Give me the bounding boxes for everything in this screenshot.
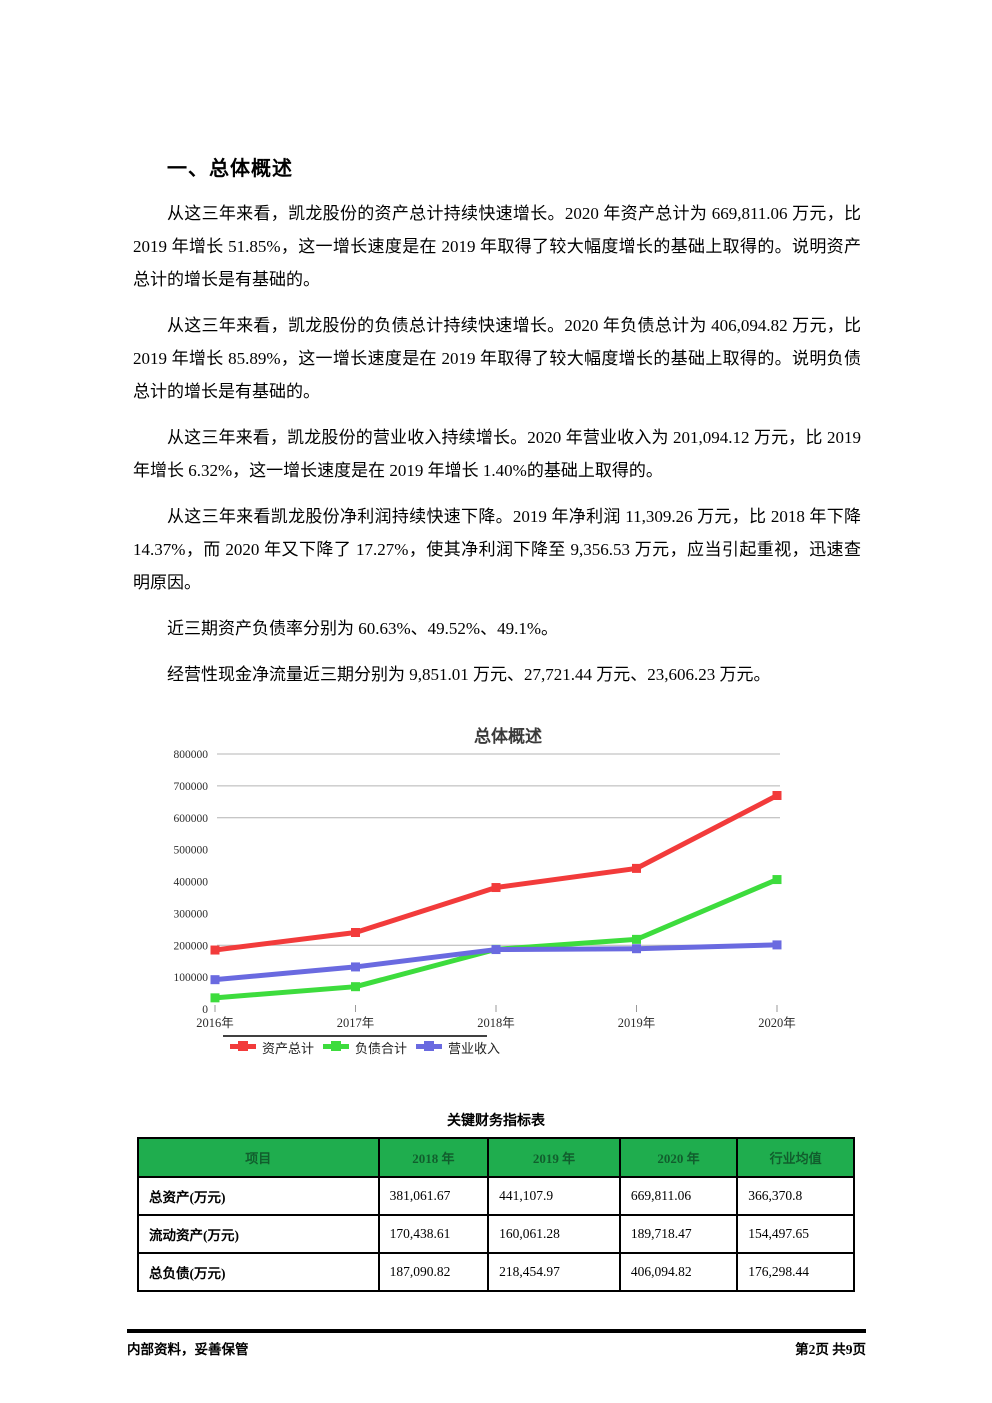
paragraph-assets: 从这三年来看，凯龙股份的资产总计持续快速增长。2020 年资产总计为 669,8… [133, 204, 861, 289]
chart-title: 总体概述 [474, 726, 542, 746]
series-marker [632, 863, 641, 873]
section-heading: 一、总体概述 [167, 158, 293, 180]
table-cell: 218,454.97 [487, 1252, 621, 1292]
series-marker [632, 944, 641, 954]
series-marker [491, 945, 501, 955]
table-cell: 381,061.67 [377, 1176, 490, 1216]
series-marker [210, 945, 220, 955]
series-marker [351, 982, 360, 992]
x-tick-label: 2017年 [337, 1016, 375, 1030]
row-label: 总资产(万元) [137, 1176, 380, 1216]
table-cell: 154,497.65 [736, 1214, 855, 1254]
y-tick-label: 800000 [174, 749, 209, 761]
page-footer: 内部资料，妥善保管 第2页 共9页 [127, 1329, 866, 1358]
header-2020: 2020 年 [618, 1137, 739, 1178]
paragraph-cash-flow: 经营性现金净流量近三期分别为 9,851.01 万元、27,721.44 万元、… [167, 665, 771, 684]
y-tick-label: 100000 [174, 972, 209, 984]
paragraph-net-profit: 从这三年来看凯龙股份净利润持续快速下降。2019 年净利润 11,309.26 … [133, 507, 861, 592]
legend-marker-square [424, 1041, 434, 1051]
legend-marker-square [331, 1041, 341, 1051]
series-marker [351, 962, 360, 972]
y-tick-label: 700000 [174, 781, 209, 793]
row-label: 总负债(万元) [137, 1252, 380, 1292]
report-content: 一、总体概述 从这三年来看，凯龙股份的资产总计持续快速增长。2020 年资产总计… [133, 152, 861, 1292]
series-marker [351, 928, 360, 937]
chart-canvas: 总体概述 0 100000 200000 300000 400000 500000 60000… [174, 726, 796, 1056]
table-cell: 160,061.28 [487, 1214, 621, 1254]
header-item: 项目 [137, 1137, 380, 1178]
table-cell: 189,718.47 [618, 1214, 739, 1254]
table-title: 关键财务指标表 [447, 1114, 545, 1129]
table-cell: 170,438.61 [377, 1214, 490, 1254]
legend-label: 负债合计 [355, 1041, 407, 1056]
table-cell: 669,811.06 [618, 1176, 739, 1216]
series-marker [491, 883, 501, 893]
table-cell: 176,298.44 [736, 1252, 855, 1292]
legend-label: 资产总计 [262, 1041, 314, 1056]
y-tick-label: 500000 [174, 845, 209, 857]
y-tick-label: 300000 [174, 908, 209, 920]
paragraph-debt-ratio: 近三期资产负债率分别为 60.63%、49.52%、49.1%。 [167, 619, 558, 638]
legend-label: 营业收入 [448, 1041, 500, 1056]
table-cell: 406,094.82 [618, 1252, 739, 1292]
y-tick-label: 600000 [174, 813, 209, 825]
overview-chart: 总体概述 0 100000 200000 300000 400000 500000 60000… [160, 721, 860, 1066]
table-cell: 366,370.8 [736, 1176, 855, 1216]
footer-page-number: 第2页 共9页 [795, 1342, 866, 1357]
table-row-current-assets: 流动资产(万元) 170,438.61 160,061.28 189,718.4… [137, 1214, 855, 1254]
y-tick-label: 0 [202, 1004, 208, 1016]
header-industry: 行业均值 [736, 1137, 855, 1178]
series-line [214, 793, 779, 953]
table-row-total-liabilities: 总负债(万元) 187,090.82 218,454.97 406,094.82… [137, 1252, 855, 1292]
key-indicators-section: 关键财务指标表 项目 2018 年 2019 年 2020 年 行业均值 [137, 1110, 855, 1292]
x-tick-label: 2016年 [196, 1016, 234, 1030]
x-tick-label: 2019年 [618, 1016, 656, 1030]
series-marker [772, 790, 782, 800]
key-financial-indicators-table: 项目 2018 年 2019 年 2020 年 行业均值 总资产(万元) 381… [137, 1137, 855, 1292]
header-2018: 2018 年 [377, 1137, 490, 1178]
table-header-row: 项目 2018 年 2019 年 2020 年 行业均值 [137, 1137, 855, 1178]
series-marker [772, 875, 782, 885]
paragraph-revenue: 从这三年来看，凯龙股份的营业收入持续增长。2020 年营业收入为 201,094… [133, 428, 861, 480]
y-tick-label: 400000 [174, 877, 209, 889]
series-marker [210, 975, 220, 985]
header-2019: 2019 年 [487, 1137, 621, 1178]
legend-marker-square [238, 1041, 248, 1051]
y-tick-label: 200000 [174, 940, 209, 952]
x-tick-label: 2020年 [758, 1016, 796, 1030]
table-row-total-assets: 总资产(万元) 381,061.67 441,107.9 669,811.06 … [137, 1176, 855, 1216]
series-marker [632, 934, 641, 944]
x-tick-label: 2018年 [477, 1016, 515, 1030]
paragraph-liabilities: 从这三年来看，凯龙股份的负债总计持续快速增长。2020 年负债总计为 406,0… [133, 316, 861, 401]
footer-classification: 内部资料，妥善保管 [127, 1342, 249, 1357]
row-label: 流动资产(万元) [137, 1214, 380, 1254]
table-cell: 187,090.82 [377, 1252, 490, 1292]
series-marker [772, 940, 782, 950]
table-cell: 441,107.9 [487, 1176, 621, 1216]
series-marker [210, 993, 220, 1003]
